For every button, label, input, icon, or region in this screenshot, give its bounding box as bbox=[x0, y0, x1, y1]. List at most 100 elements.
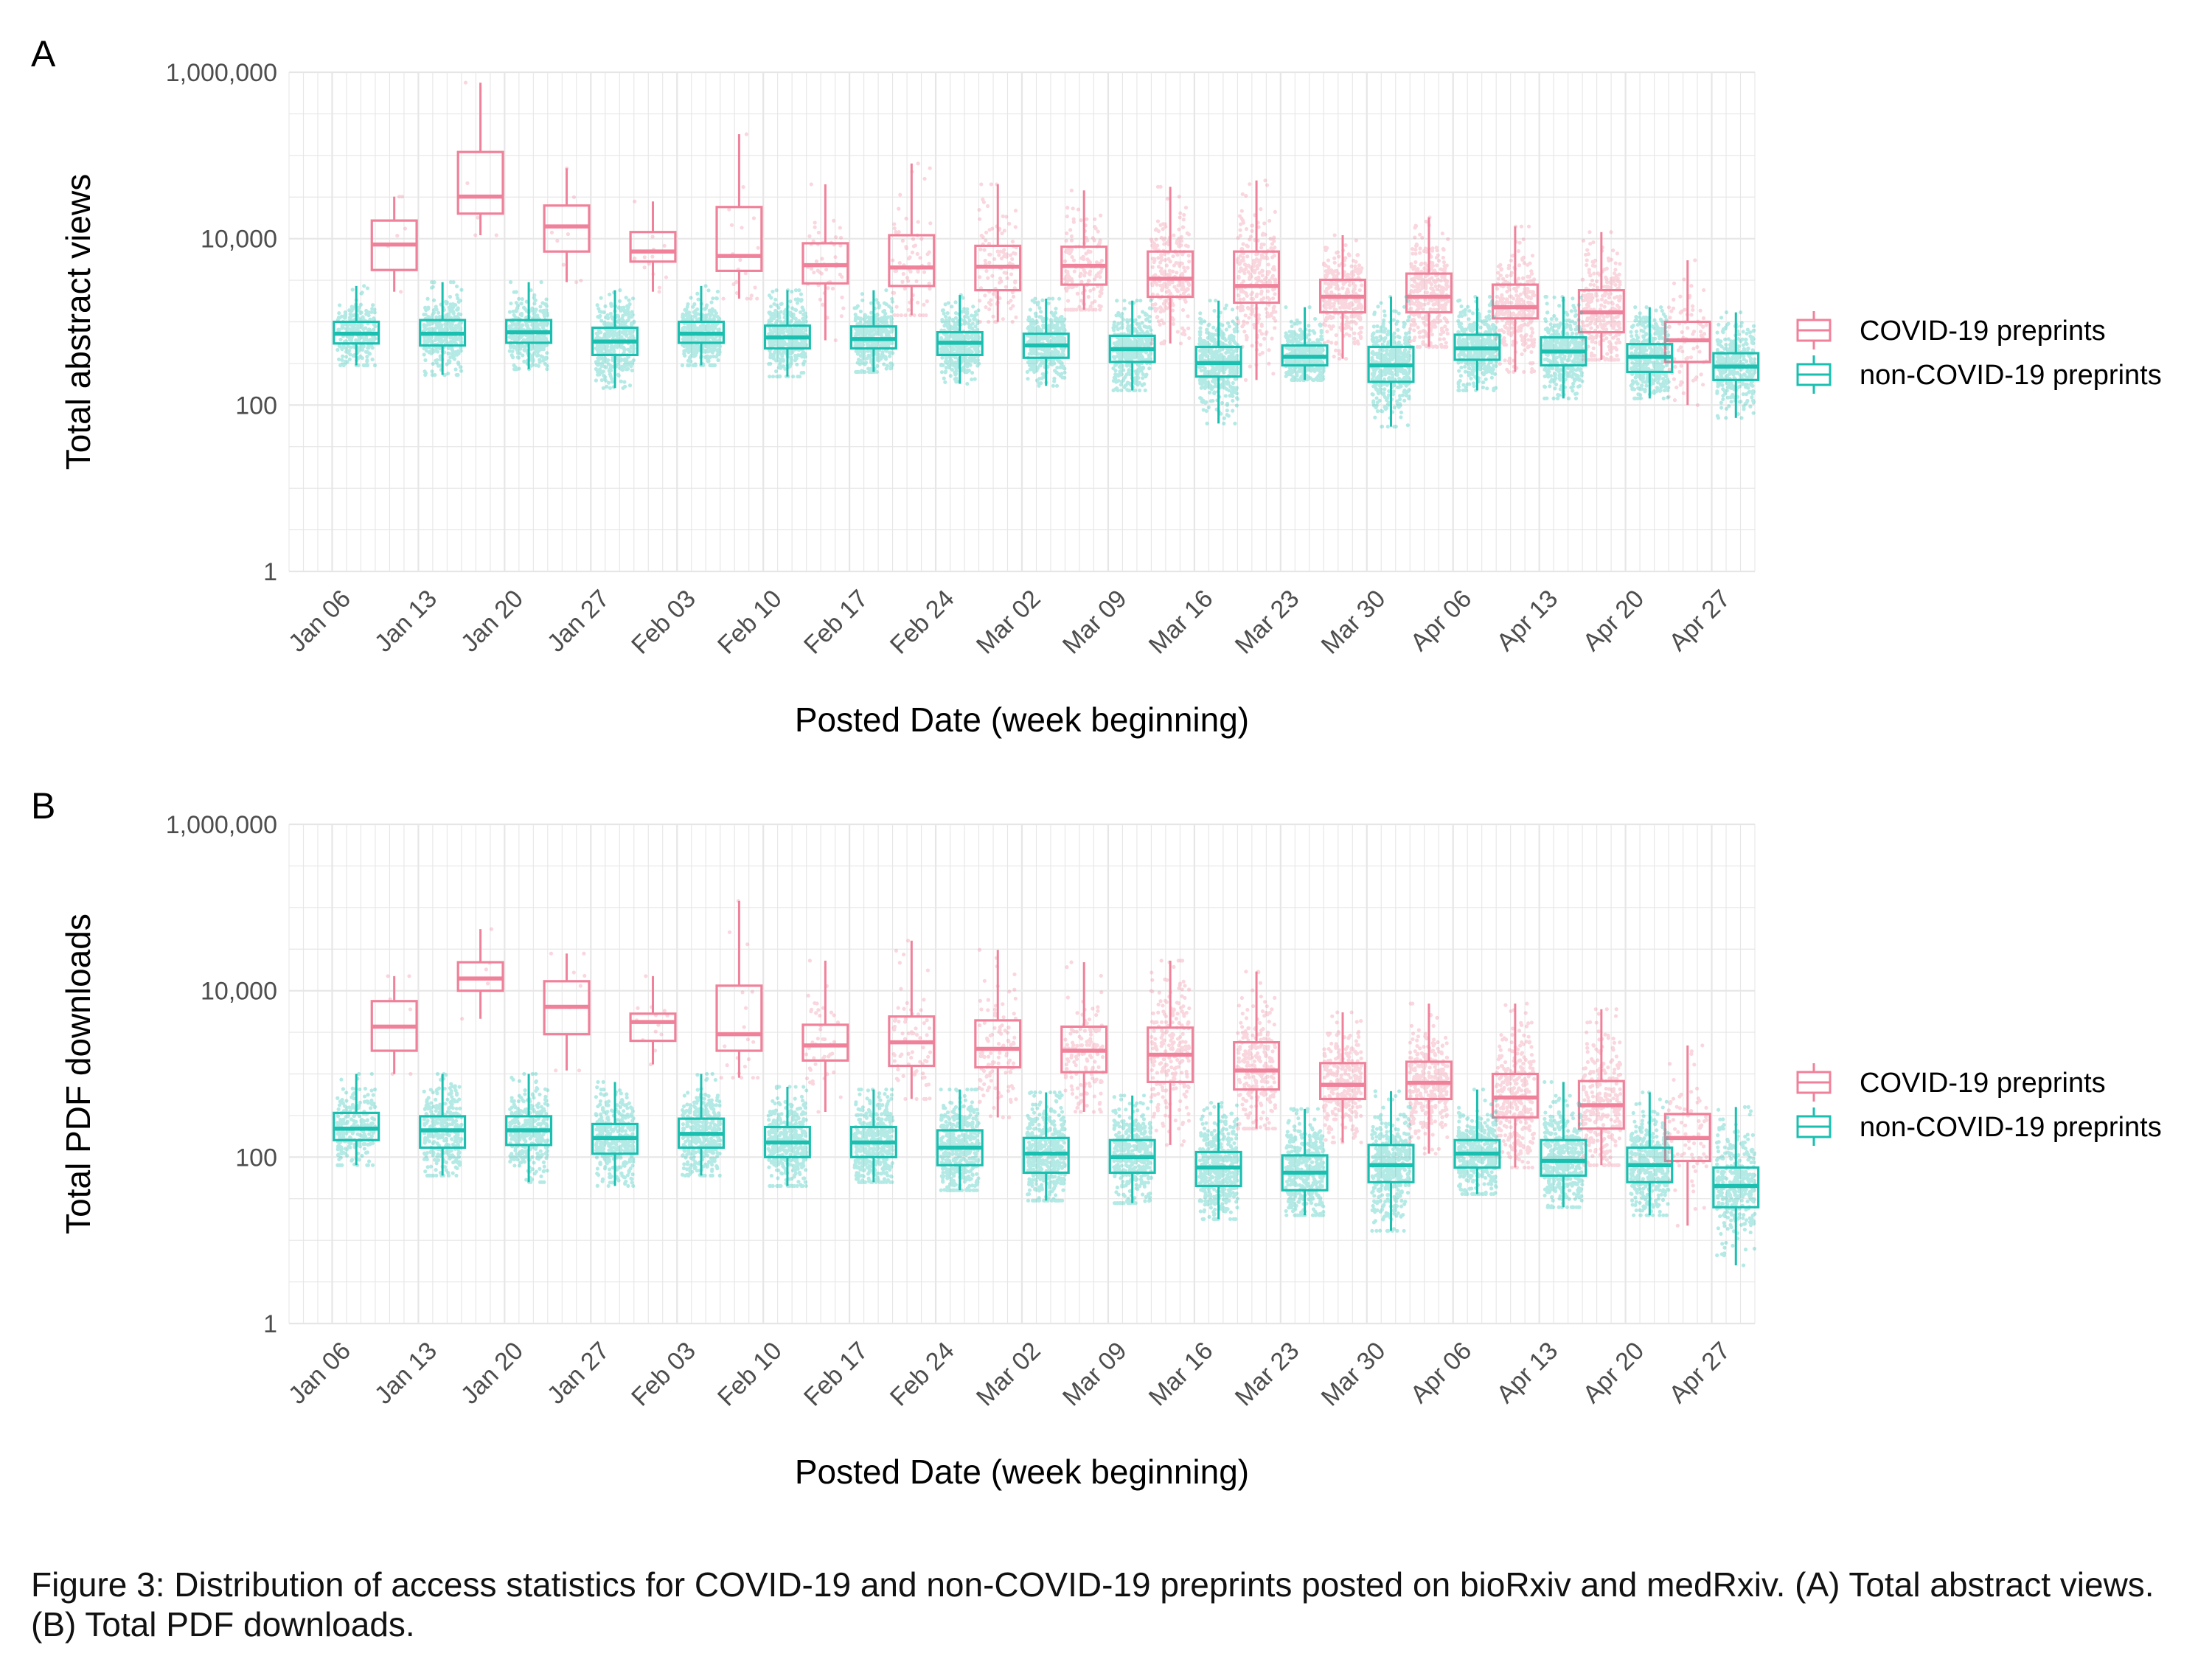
data-point bbox=[1352, 340, 1357, 344]
data-point bbox=[1004, 252, 1009, 257]
data-point bbox=[431, 361, 435, 366]
data-point bbox=[1159, 235, 1164, 240]
data-point bbox=[922, 302, 926, 307]
data-point bbox=[992, 291, 997, 295]
data-point bbox=[1166, 288, 1171, 293]
data-point bbox=[780, 354, 785, 358]
data-point bbox=[536, 352, 540, 358]
data-point bbox=[1246, 263, 1251, 268]
data-point bbox=[1526, 262, 1530, 267]
data-point bbox=[1605, 314, 1610, 319]
data-point bbox=[1239, 287, 1244, 291]
data-point bbox=[1267, 280, 1271, 285]
data-point bbox=[1358, 302, 1363, 307]
data-point bbox=[989, 298, 993, 302]
data-point bbox=[350, 288, 355, 292]
data-point bbox=[1360, 283, 1364, 288]
data-point bbox=[616, 373, 621, 378]
data-point bbox=[1357, 263, 1362, 268]
data-point bbox=[775, 310, 779, 315]
data-point bbox=[435, 358, 439, 362]
data-point bbox=[801, 370, 806, 375]
data-point bbox=[517, 296, 521, 301]
data-point bbox=[791, 312, 796, 316]
data-point bbox=[1241, 258, 1245, 262]
data-point bbox=[494, 233, 498, 237]
data-point bbox=[1608, 280, 1613, 285]
data-point bbox=[617, 299, 622, 304]
data-point bbox=[1324, 300, 1329, 305]
data-point bbox=[1353, 264, 1357, 268]
data-point bbox=[1248, 265, 1253, 269]
data-point bbox=[1177, 244, 1181, 248]
data-point bbox=[1440, 307, 1444, 312]
data-point bbox=[366, 313, 371, 318]
data-point bbox=[738, 257, 742, 262]
data-point bbox=[1332, 256, 1337, 260]
data-point bbox=[345, 328, 349, 333]
x-tick-label: Feb 03 bbox=[626, 585, 701, 660]
data-point bbox=[1248, 276, 1252, 281]
data-point bbox=[1327, 301, 1332, 305]
data-point bbox=[813, 220, 817, 225]
data-point bbox=[1678, 345, 1683, 349]
data-point bbox=[1273, 278, 1277, 282]
data-point bbox=[1332, 233, 1337, 237]
data-point bbox=[727, 207, 731, 212]
data-point bbox=[1267, 270, 1271, 274]
data-point bbox=[1343, 280, 1347, 285]
data-point bbox=[1614, 321, 1618, 326]
data-point bbox=[1529, 361, 1534, 366]
data-point bbox=[1094, 274, 1099, 279]
data-point bbox=[633, 256, 637, 260]
data-point bbox=[1611, 345, 1615, 350]
data-point bbox=[1409, 306, 1413, 310]
data-point bbox=[1273, 280, 1278, 285]
data-point bbox=[1607, 295, 1611, 300]
data-point bbox=[512, 346, 517, 350]
data-point bbox=[1183, 298, 1187, 302]
data-point bbox=[890, 316, 894, 321]
data-point bbox=[1532, 369, 1537, 374]
data-point bbox=[1094, 260, 1099, 265]
data-point bbox=[1435, 287, 1439, 292]
data-point bbox=[1159, 266, 1164, 271]
data-point bbox=[795, 362, 799, 367]
data-point bbox=[997, 280, 1002, 285]
data-point bbox=[1001, 250, 1006, 254]
data-point bbox=[1244, 333, 1249, 338]
data-point bbox=[1183, 299, 1188, 304]
data-point bbox=[1261, 232, 1265, 236]
data-point bbox=[1332, 260, 1337, 265]
data-point bbox=[1186, 287, 1190, 291]
data-point bbox=[1354, 260, 1358, 264]
data-point bbox=[1444, 327, 1449, 332]
data-point bbox=[1326, 316, 1330, 321]
data-point bbox=[1002, 229, 1006, 233]
data-point bbox=[432, 298, 437, 302]
data-point bbox=[1259, 206, 1263, 212]
data-point bbox=[1434, 263, 1439, 268]
data-point bbox=[397, 195, 402, 199]
data-point bbox=[1614, 341, 1618, 345]
data-point bbox=[1158, 322, 1162, 327]
data-point bbox=[1433, 320, 1438, 324]
data-point bbox=[1158, 184, 1163, 189]
data-point bbox=[1325, 330, 1329, 334]
data-point bbox=[790, 350, 795, 355]
data-point bbox=[721, 296, 726, 301]
data-point bbox=[1158, 310, 1163, 314]
data-point bbox=[1161, 285, 1166, 289]
grid bbox=[288, 71, 1756, 573]
data-point bbox=[1096, 271, 1101, 276]
data-point bbox=[1086, 279, 1091, 283]
data-point bbox=[515, 344, 520, 348]
data-point bbox=[597, 367, 602, 372]
data-point bbox=[751, 216, 757, 220]
data-point bbox=[628, 332, 633, 336]
data-point bbox=[741, 185, 745, 189]
data-point bbox=[1065, 231, 1069, 236]
data-point bbox=[1098, 238, 1102, 243]
data-point bbox=[428, 322, 432, 327]
